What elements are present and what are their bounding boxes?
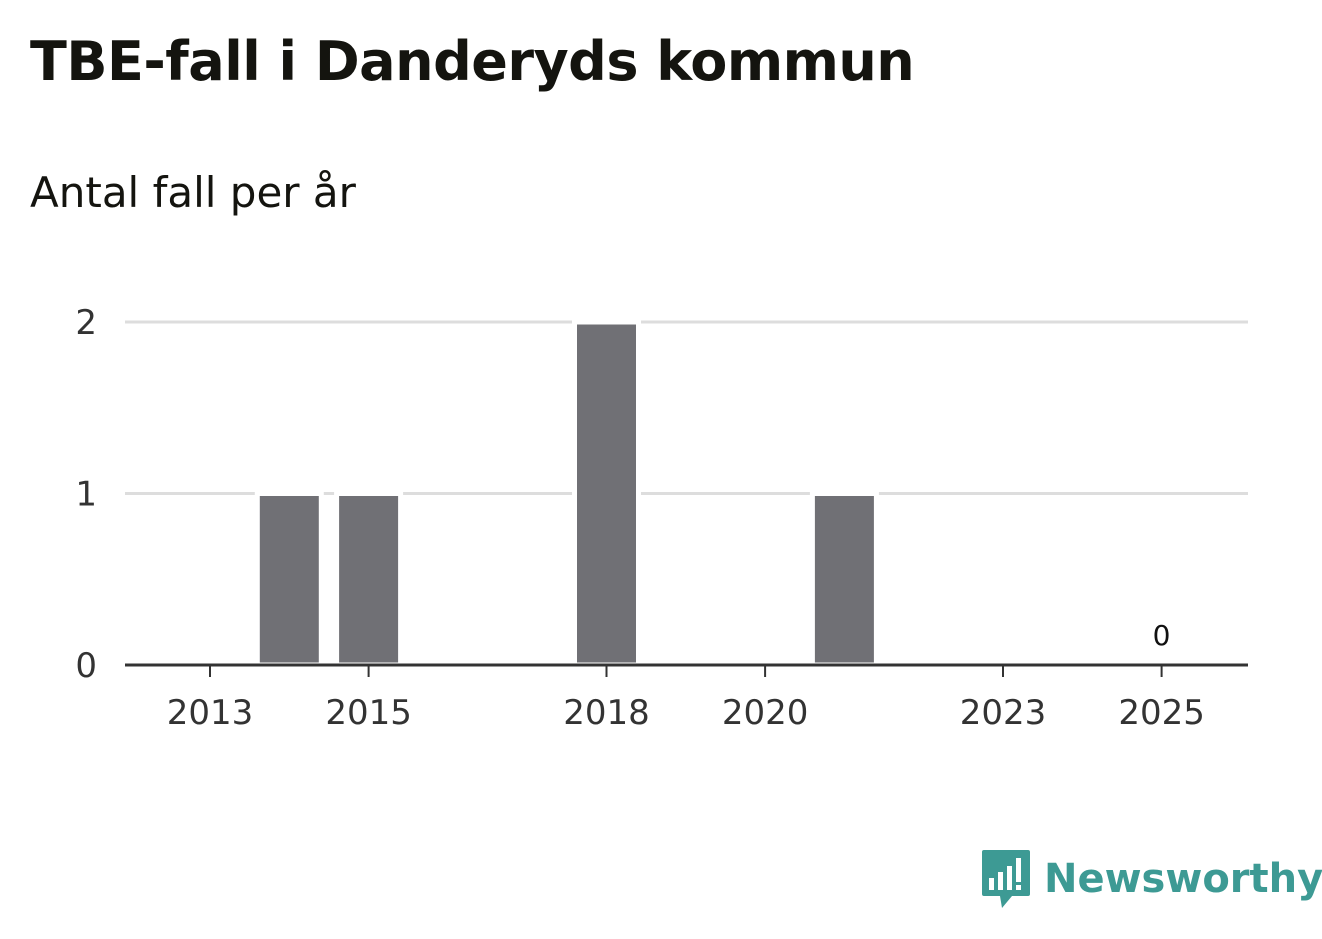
bar-2021 [809, 491, 879, 668]
chart-subtitle: Antal fall per år [30, 168, 356, 217]
x-tick-label-2025: 2025 [1118, 693, 1205, 733]
x-tick-label-2013: 2013 [167, 693, 254, 733]
newsworthy-logo-icon [982, 850, 1030, 908]
x-tick-label-2015: 2015 [325, 693, 412, 733]
chart-title: TBE-fall i Danderyds kommun [30, 30, 915, 93]
y-tick-label-2: 2 [75, 303, 97, 343]
x-tick-label-2018: 2018 [563, 693, 650, 733]
data-label-2025: 0 [1153, 619, 1171, 652]
y-tick-label-0: 0 [75, 646, 97, 686]
bar-2014 [254, 491, 324, 668]
x-tick-label-2020: 2020 [722, 693, 809, 733]
newsworthy-logo: Newsworthy [980, 848, 1322, 910]
bar-2015 [334, 491, 404, 668]
y-tick-label-1: 1 [75, 475, 97, 515]
x-tick-label-2023: 2023 [960, 693, 1047, 733]
brand-name: Newsworthy [1044, 856, 1322, 902]
bar-2018 [572, 319, 641, 668]
